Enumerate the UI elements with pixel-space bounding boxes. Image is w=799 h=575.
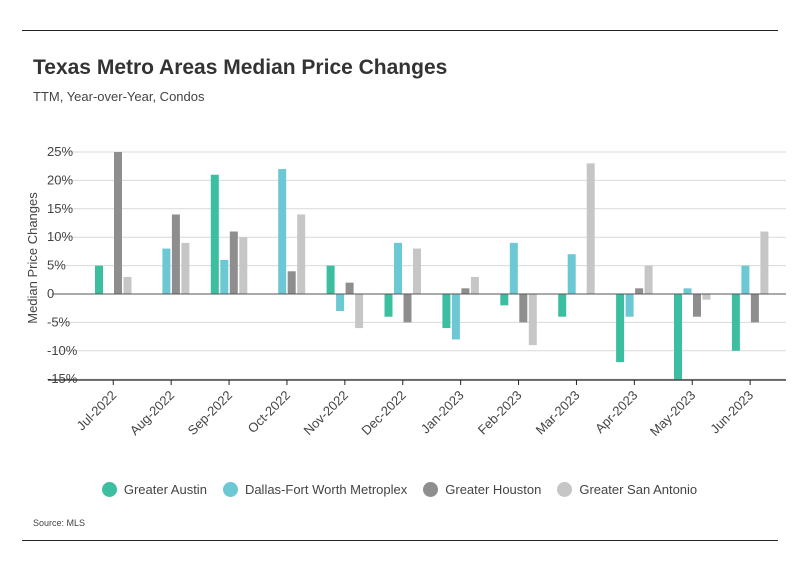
legend-label: Greater Houston	[445, 482, 542, 497]
bar-dallas-fort-worth-metroplex-may-2023	[683, 288, 692, 294]
bottom-rule	[22, 540, 778, 541]
bar-dallas-fort-worth-metroplex-apr-2023	[625, 294, 634, 317]
legend-swatch	[557, 482, 573, 497]
y-tick-labels: -15% -10% -5% 0 5% 10% 15% 20% 25%	[47, 144, 78, 386]
bar-greater-austin-feb-2023	[500, 294, 509, 306]
y-tick-label: -5%	[47, 314, 71, 329]
x-tick-label: Nov-2022	[301, 388, 351, 438]
chart-title: Texas Metro Areas Median Price Changes	[33, 56, 448, 79]
axes	[48, 293, 786, 385]
bar-greater-houston-jun-2023	[750, 294, 759, 323]
grid-lines	[52, 151, 786, 380]
bar-greater-houston-jan-2023	[461, 288, 470, 294]
bar-chart: -15% -10% -5% 0 5% 10% 15% 20% 25% Jul-2022 Aug-2…	[25, 144, 786, 439]
bar-greater-houston-oct-2022	[287, 271, 296, 294]
x-tick-label: May-2023	[647, 388, 698, 439]
bar-greater-houston-feb-2023	[519, 294, 528, 323]
bar-greater-houston-aug-2022	[171, 214, 180, 294]
bar-greater-austin-mar-2023	[558, 294, 567, 317]
legend-swatch	[222, 482, 238, 497]
bar-greater-san-antonio-nov-2022	[355, 294, 364, 329]
y-tick-label: 20%	[47, 172, 73, 187]
bar-dallas-fort-worth-metroplex-dec-2022	[394, 242, 402, 294]
legend-item: Dallas-Fort Worth Metroplex	[222, 482, 408, 497]
bar-greater-san-antonio-apr-2023	[644, 265, 653, 294]
bar-dallas-fort-worth-metroplex-sep-2022	[220, 259, 229, 294]
bar-greater-san-antonio-feb-2023	[528, 294, 537, 346]
bar-greater-san-antonio-dec-2022	[413, 248, 421, 294]
y-tick-label: 15%	[47, 201, 73, 216]
bar-greater-austin-jul-2022	[95, 265, 103, 294]
x-tick-label: Oct-2022	[245, 388, 293, 436]
bar-greater-houston-sep-2022	[229, 231, 238, 294]
bar-greater-austin-apr-2023	[616, 294, 625, 363]
bar-dallas-fort-worth-metroplex-aug-2022	[162, 248, 171, 294]
legend-label: Greater San Antonio	[579, 482, 698, 497]
x-tick-label: Feb-2023	[475, 388, 525, 438]
x-tick-label: Jan-2023	[418, 388, 467, 437]
bar-greater-san-antonio-may-2023	[702, 294, 711, 300]
bar-greater-san-antonio-jul-2022	[123, 276, 132, 294]
bar-dallas-fort-worth-metroplex-jan-2023	[451, 294, 460, 340]
bar-greater-houston-may-2023	[693, 294, 701, 317]
bar-greater-houston-dec-2022	[403, 294, 412, 323]
top-rule	[22, 30, 778, 31]
bar-greater-austin-dec-2022	[384, 294, 393, 317]
bar-greater-austin-may-2023	[674, 294, 682, 380]
bar-greater-san-antonio-sep-2022	[239, 237, 248, 294]
source-note: Source: MLS	[33, 518, 86, 528]
legend-label: Greater Austin	[123, 482, 207, 497]
x-tick-label: Sep-2022	[185, 388, 235, 438]
legend-swatch	[101, 482, 117, 497]
x-tick-label: Jun-2023	[707, 388, 756, 437]
bar-dallas-fort-worth-metroplex-jun-2023	[741, 265, 750, 294]
bar-greater-san-antonio-jun-2023	[760, 231, 769, 294]
bar-greater-austin-jun-2023	[731, 294, 740, 351]
legend-item: Greater San Antonio	[557, 482, 697, 497]
bar-greater-austin-jan-2023	[442, 294, 451, 329]
y-tick-label: 5%	[47, 258, 66, 273]
x-tick-labels: Jul-2022 Aug-2022 Sep-2022 Oct-2022 Nov-2022…	[73, 388, 756, 439]
bar-dallas-fort-worth-metroplex-feb-2023	[509, 242, 518, 294]
legend-item: Greater Houston	[423, 482, 541, 497]
x-tick-label: Apr-2023	[592, 388, 640, 436]
y-tick-label: 25%	[47, 144, 73, 159]
bar-greater-houston-nov-2022	[345, 282, 354, 294]
bar-greater-san-antonio-mar-2023	[586, 163, 595, 294]
bar-greater-san-antonio-oct-2022	[297, 214, 306, 294]
x-tick-label: Mar-2023	[533, 388, 583, 438]
y-tick-label: -10%	[47, 343, 78, 358]
x-tick-label: Aug-2022	[127, 388, 177, 438]
legend: Greater Austin Dallas-Fort Worth Metrople…	[0, 482, 799, 497]
bar-greater-san-antonio-aug-2022	[181, 242, 190, 294]
y-tick-label: 10%	[47, 229, 73, 244]
bar-greater-austin-nov-2022	[326, 265, 335, 294]
y-tick-label: 0	[47, 286, 54, 301]
bar-dallas-fort-worth-metroplex-oct-2022	[278, 169, 287, 294]
chart-subtitle: TTM, Year-over-Year, Condos	[33, 89, 205, 104]
legend-label: Dallas-Fort Worth Metroplex	[244, 482, 408, 497]
bar-greater-houston-jul-2022	[114, 152, 122, 294]
x-tick-label: Jul-2022	[73, 388, 119, 434]
bar-greater-san-antonio-jan-2023	[470, 276, 479, 294]
x-tick-label: Dec-2022	[358, 388, 408, 438]
bar-dallas-fort-worth-metroplex-mar-2023	[567, 254, 576, 294]
bar-greater-austin-sep-2022	[210, 174, 219, 294]
legend-item: Greater Austin	[101, 482, 207, 497]
bar-greater-houston-apr-2023	[635, 288, 644, 294]
y-axis-label: Median Price Changes	[25, 192, 40, 324]
bars	[95, 152, 769, 380]
legend-swatch	[423, 482, 439, 497]
y-tick-label: -15%	[47, 371, 78, 386]
bar-dallas-fort-worth-metroplex-nov-2022	[336, 294, 345, 312]
